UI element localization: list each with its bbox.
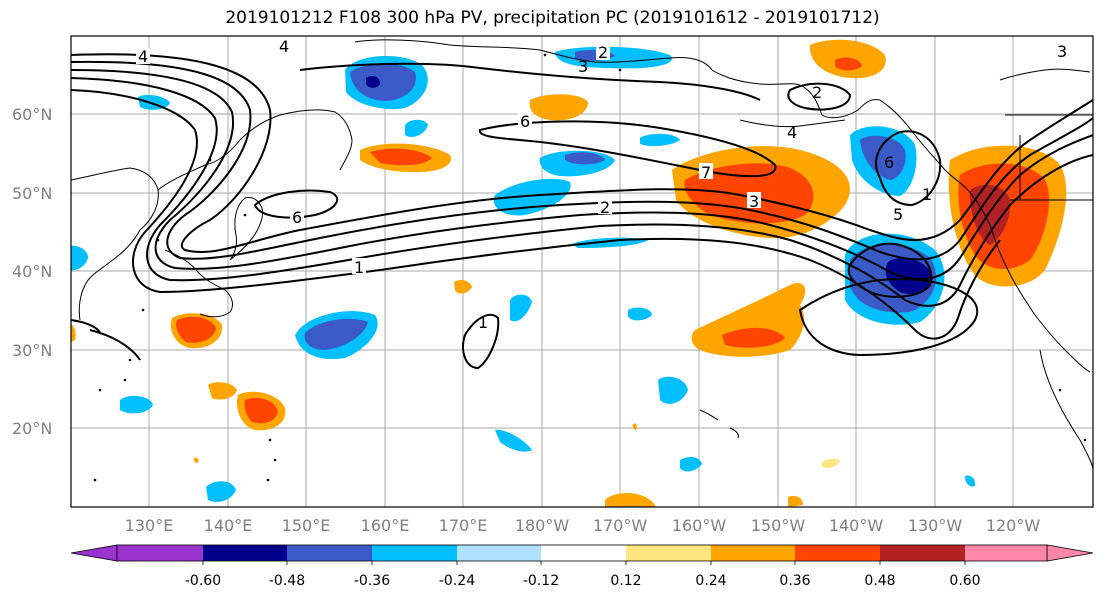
gridlines <box>71 36 1093 507</box>
colorbar-segment <box>965 545 1047 561</box>
colorbar-segment <box>457 545 541 561</box>
contour-label-1: 1 <box>478 313 488 332</box>
contour-label-6: 6 <box>292 208 302 227</box>
colorbar: -0.60 -0.48 -0.36 -0.24 -0.12 0.12 0.24 … <box>70 544 1094 589</box>
map-title: 2019101212 F108 300 hPa PV, precipitatio… <box>225 8 880 28</box>
lon-label: 140°E <box>204 516 253 535</box>
colorbar-tick-label: -0.60 <box>185 573 221 589</box>
lat-label: 40°N <box>12 262 52 281</box>
colorbar-tick-label: -0.48 <box>269 573 305 589</box>
contour-labels: 4 4 2 3 2 6 7 3 2 6 1 4 6 5 1 1 3 <box>136 37 1067 332</box>
colorbar-tick-label: 0.36 <box>779 573 810 589</box>
contour-label-1: 1 <box>354 258 364 277</box>
lon-label: 130°W <box>908 516 963 535</box>
lon-label: 160°W <box>672 516 727 535</box>
lat-label: 20°N <box>12 419 52 438</box>
contour-label-1: 1 <box>922 185 932 204</box>
contour-label-7: 7 <box>701 163 711 182</box>
lat-label: 30°N <box>12 341 52 360</box>
colorbar-segment <box>287 545 372 561</box>
colorbar-segment <box>711 545 795 561</box>
colorbar-tick-label: 0.60 <box>949 573 980 589</box>
contour-label-3: 3 <box>749 192 759 211</box>
precip-negative <box>71 46 976 502</box>
pv-contours <box>71 53 1093 370</box>
contour-label-6: 6 <box>884 153 894 172</box>
colorbar-segment <box>880 545 965 561</box>
colorbar-tick-label: -0.12 <box>523 573 559 589</box>
contour-label-2: 2 <box>600 198 610 217</box>
colorbar-segment <box>795 545 880 561</box>
colorbar-segment <box>372 545 457 561</box>
contour-label-5: 5 <box>893 205 903 224</box>
map-frame <box>70 35 1094 508</box>
lon-label: 150°E <box>282 516 331 535</box>
lat-label: 50°N <box>12 184 52 203</box>
contour-label-2: 2 <box>598 43 608 62</box>
colorbar-segment <box>541 545 626 561</box>
lon-labels: 130°E 140°E 150°E 160°E 170°E 180°W 170°… <box>125 516 1041 535</box>
contour-label-6: 6 <box>520 112 530 131</box>
colorbar-extend-min <box>70 544 118 562</box>
coastlines <box>71 39 1093 471</box>
colorbar-segment <box>626 545 711 561</box>
lat-labels: 60°N 50°N 40°N 30°N 20°N <box>12 105 52 438</box>
lon-label: 140°W <box>829 516 884 535</box>
lon-label: 150°W <box>751 516 806 535</box>
colorbar-segment <box>117 545 203 561</box>
colorbar-tick-label: 0.24 <box>695 573 726 589</box>
lon-label: 180°W <box>515 516 570 535</box>
contour-label-4: 4 <box>279 37 289 56</box>
lon-label: 130°E <box>125 516 174 535</box>
lat-label: 60°N <box>12 105 52 124</box>
colorbar-tick-label: 0.12 <box>610 573 641 589</box>
island-dots <box>93 53 1087 482</box>
lon-label: 160°E <box>361 516 410 535</box>
lon-label: 170°E <box>439 516 488 535</box>
contour-label-2: 2 <box>812 83 822 102</box>
colorbar-segment <box>203 545 287 561</box>
colorbar-extend-max <box>1046 544 1094 562</box>
colorbar-tick-label: 0.48 <box>864 573 895 589</box>
contour-label-4: 4 <box>787 123 797 142</box>
contour-label-3: 3 <box>578 57 588 76</box>
contour-label-4: 4 <box>138 47 148 66</box>
lon-label: 120°W <box>986 516 1041 535</box>
colorbar-tick-label: -0.36 <box>354 573 390 589</box>
colorbar-tick-label: -0.24 <box>439 573 475 589</box>
lon-label: 170°W <box>593 516 648 535</box>
contour-label-3: 3 <box>1057 42 1067 61</box>
